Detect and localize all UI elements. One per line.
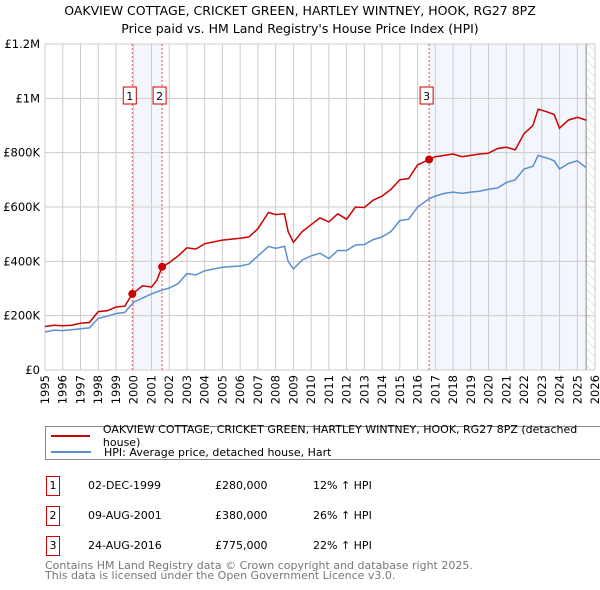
x-tick-label: 1999 (109, 375, 123, 404)
y-tick-label: £400K (3, 254, 40, 268)
sale-point-3 (425, 155, 434, 164)
x-tick-label: 2012 (340, 375, 354, 404)
sale-price: £380,000 (215, 509, 268, 522)
x-tick-label: 2020 (482, 375, 496, 404)
sale-row: 1 02-DEC-1999 £280,000 12% ↑ HPI (45, 476, 445, 496)
x-tick-label: 1997 (73, 375, 87, 404)
x-tick-label: 2007 (251, 375, 265, 404)
y-tick-label: £200K (3, 309, 40, 323)
legend-item-property: OAKVIEW COTTAGE, CRICKET GREEN, HARTLEY … (46, 423, 600, 449)
x-tick-label: 2018 (446, 375, 460, 404)
x-tick-label: 2019 (464, 375, 478, 404)
x-tick-label: 2008 (269, 375, 283, 404)
sale-row: 2 09-AUG-2001 £380,000 26% ↑ HPI (45, 506, 445, 526)
legend-label-hpi: HPI: Average price, detached house, Hart (104, 445, 332, 459)
y-tick-label: £800K (3, 146, 40, 160)
sale-label-box-1 (122, 86, 137, 105)
x-tick-label: 2026 (588, 375, 600, 404)
sale-label-box-2 (152, 86, 167, 105)
property-price-line (44, 108, 587, 328)
sale-point-2 (158, 262, 167, 271)
footer-licence: This data is licensed under the Open Gov… (45, 569, 396, 582)
sale-marker: 3 (46, 536, 60, 556)
x-tick-label: 2001 (144, 375, 158, 404)
x-tick-label: 2015 (393, 375, 407, 404)
x-tick-label: 2017 (428, 375, 442, 404)
y-tick-label: £600K (3, 200, 40, 214)
legend-label-property: OAKVIEW COTTAGE, CRICKET GREEN, HARTLEY … (102, 423, 578, 449)
sale-price: £775,000 (215, 539, 268, 552)
sale-hpi: 22% ↑ HPI (313, 539, 372, 552)
x-tick-label: 2003 (180, 375, 194, 404)
sale-hpi: 26% ↑ HPI (313, 509, 372, 522)
x-tick-label: 2002 (162, 375, 176, 404)
hpi-line (44, 154, 587, 333)
sale-marker: 1 (46, 476, 60, 496)
x-tick-label: 2009 (286, 375, 300, 404)
x-tick-label: 2006 (233, 375, 247, 404)
y-tick-label: £0 (25, 363, 40, 377)
x-tick-label: 2010 (304, 375, 318, 404)
sale-price: £280,000 (215, 479, 268, 492)
chart-subtitle: Price paid vs. HM Land Registry's House … (121, 21, 479, 36)
sale-hpi: 12% ↑ HPI (313, 479, 372, 492)
sale-label-box-3 (419, 86, 434, 105)
x-tick-label: 2024 (553, 375, 567, 404)
sale-label-1: 1 (126, 90, 133, 103)
x-tick-label: 2025 (570, 375, 584, 404)
legend: OAKVIEW COTTAGE, CRICKET GREEN, HARTLEY … (45, 423, 600, 460)
x-tick-label: 1995 (38, 375, 52, 404)
x-tick-label: 2011 (322, 375, 336, 404)
x-tick-label: 2004 (198, 375, 212, 404)
y-tick-label: £1M (15, 91, 40, 105)
sale-date: 02-DEC-1999 (88, 479, 162, 492)
x-tick-label: 2014 (375, 375, 389, 404)
legend-item-hpi: HPI: Average price, detached house, Hart (46, 444, 331, 460)
legend-line-hpi (51, 451, 91, 453)
sale-label-2: 2 (156, 90, 163, 103)
price-chart: 1995 1996 1997 1998 1999 2000 2001 2002 2003 2004… (3, 37, 600, 404)
legend-line-property (51, 435, 90, 437)
sale-label-3: 3 (423, 90, 430, 103)
sale-marker: 2 (46, 506, 60, 526)
x-tick-label: 2013 (357, 375, 371, 404)
sale-date: 09-AUG-2001 (88, 509, 162, 522)
x-tick-label: 2023 (535, 375, 549, 404)
x-tick-label: 1998 (91, 375, 105, 404)
x-tick-label: 2005 (215, 375, 229, 404)
x-tick-label: 1996 (56, 375, 70, 404)
x-tick-label: 2000 (127, 375, 141, 404)
x-tick-label: 2021 (499, 375, 513, 404)
x-tick-label: 2022 (517, 375, 531, 404)
sale-date: 24-AUG-2016 (88, 539, 162, 552)
y-tick-label: £1.2M (4, 37, 40, 51)
chart-title: OAKVIEW COTTAGE, CRICKET GREEN, HARTLEY … (64, 3, 536, 18)
x-tick-label: 2016 (411, 375, 425, 404)
sale-point-1 (128, 289, 137, 298)
footer-copyright: Contains HM Land Registry data © Crown c… (45, 559, 473, 572)
sale-row: 3 24-AUG-2016 £775,000 22% ↑ HPI (45, 536, 445, 556)
